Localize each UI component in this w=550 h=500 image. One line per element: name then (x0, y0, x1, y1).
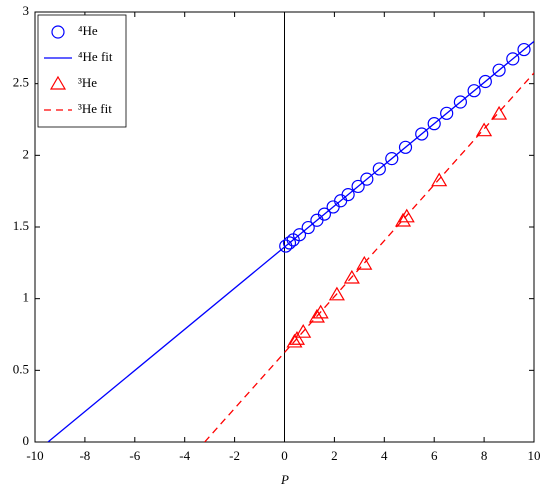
legend-label: ³He (78, 75, 97, 90)
data-point (292, 228, 307, 242)
data-point (360, 172, 374, 186)
x-tick-label: 4 (381, 448, 388, 463)
x-tick-label: -10 (26, 448, 43, 463)
data-point (286, 333, 303, 348)
data-point (343, 269, 360, 284)
data-point (517, 42, 531, 57)
legend-label: ⁴He (78, 23, 98, 38)
x-tick-label: 6 (431, 448, 438, 463)
data-point (440, 106, 454, 120)
data-point (385, 152, 399, 166)
y-tick-label: 2 (23, 146, 30, 161)
y-tick-label: 1.5 (13, 218, 29, 233)
legend-label: ⁴He fit (78, 49, 113, 64)
x-tick-label: 10 (528, 448, 541, 463)
data-point (491, 105, 508, 120)
legend-marker (49, 75, 67, 90)
data-point (312, 304, 329, 319)
x-tick-label: 8 (481, 448, 488, 463)
data-point (328, 286, 345, 301)
x-tick-label: -6 (129, 448, 140, 463)
data-point (398, 208, 415, 223)
legend-marker (51, 25, 65, 39)
y-tick-label: 1 (23, 290, 30, 305)
x-tick-label: -4 (179, 448, 190, 463)
data-point (308, 308, 325, 323)
x-tick-label: 2 (331, 448, 338, 463)
data-point (398, 140, 413, 154)
data-point (492, 63, 506, 77)
x-axis-label: P (280, 472, 289, 487)
y-tick-label: 0 (23, 433, 30, 448)
data-point (372, 162, 386, 176)
data-point (356, 255, 373, 270)
data-point (295, 324, 312, 338)
data-point (506, 52, 520, 66)
data-point (476, 122, 493, 137)
data-point (478, 74, 492, 89)
data-point (467, 84, 481, 98)
data-point (341, 188, 355, 202)
data-point (351, 179, 365, 194)
fit-line (204, 72, 534, 442)
data-point (453, 95, 467, 109)
y-tick-label: 2.5 (13, 75, 29, 90)
data-point (427, 117, 441, 131)
data-point (301, 220, 315, 235)
x-tick-label: 0 (281, 448, 288, 463)
data-point (288, 331, 306, 345)
y-tick-label: 0.5 (13, 361, 29, 376)
data-point (431, 172, 448, 187)
x-tick-label: -8 (79, 448, 90, 463)
data-point (282, 236, 297, 250)
data-point (317, 207, 332, 221)
data-point (394, 212, 412, 227)
legend-label: ³He fit (78, 101, 112, 116)
y-tick-label: 3 (23, 3, 30, 18)
fit-line (47, 40, 534, 442)
data-point (415, 127, 429, 141)
x-tick-label: -2 (229, 448, 240, 463)
